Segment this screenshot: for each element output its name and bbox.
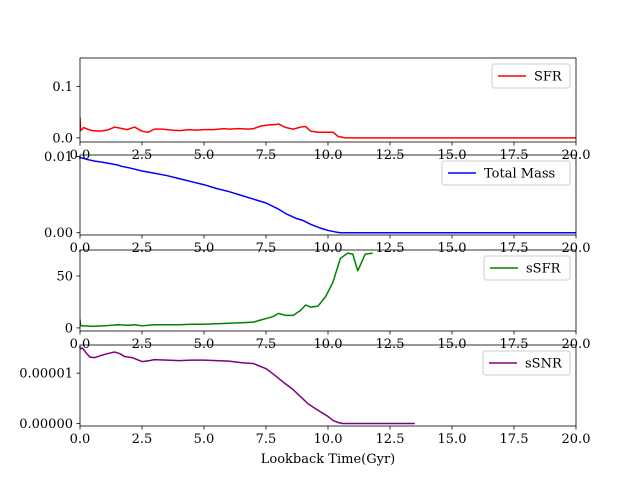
chart-panel-1: 0.0 2.5 5.0 7.5 10.0 12.5 15.0 17.5 20.00.00.1SF… — [52, 57, 590, 163]
x-tick-label: 2.5 — [132, 148, 153, 163]
y-tick-label: 0.01 — [44, 150, 73, 165]
chart-panel-3: 0.0 2.5 5.0 7.5 10.0 12.5 15.0 17.5 20.0 0 50 sSFR — [56, 249, 591, 352]
x-tick-label: 2.5 — [132, 337, 153, 352]
x-tick-label: 5.0 — [194, 337, 215, 352]
y-tick-label: 0.00001 — [19, 367, 73, 382]
series-line-sfr — [80, 117, 576, 139]
legend-box — [491, 63, 571, 89]
legend: sSFR — [483, 255, 571, 281]
x-tick-label: 12.5 — [376, 432, 405, 447]
x-tick-label: 7.5 — [256, 241, 277, 256]
x-tick-label: 15.0 — [438, 148, 467, 163]
x-tick-label: 10.0 — [314, 148, 343, 163]
legend-box — [483, 255, 571, 281]
x-tick-label: 7.5 — [256, 432, 277, 447]
x-tick-label: 17.5 — [500, 148, 529, 163]
x-tick-label: 2.5 — [132, 432, 153, 447]
x-tick-label: 10.0 — [314, 241, 343, 256]
series-line-ssnr — [80, 347, 415, 425]
x-tick-label: 12.5 — [376, 148, 405, 163]
chart-panel-4: 0.0 2.5 5.0 7.5 10.0 12.5 15.0 17.5 20.0 0.00000 0… — [19, 344, 591, 467]
series-line-total-mass — [80, 156, 576, 234]
x-tick-label: 20.0 — [562, 337, 591, 352]
x-tick-label: 17.5 — [500, 337, 529, 352]
x-tick-label: 17.5 — [500, 241, 529, 256]
x-tick-label: 2.5 — [132, 241, 153, 256]
x-tick-label: 15.0 — [438, 337, 467, 352]
chart-panel-2: 0.0 2.5 5.0 7.5 10.0 12.5 15.0 17.5 20.0 0.00 0.01… — [44, 150, 590, 256]
x-tick-label: 5.0 — [194, 432, 215, 447]
y-tick-label: 0.00 — [44, 226, 73, 241]
x-tick-label: 7.5 — [256, 337, 277, 352]
y-tick-label: 0.0 — [52, 131, 73, 146]
x-tick-label: 5.0 — [194, 241, 215, 256]
x-tick-label: 15.0 — [438, 432, 467, 447]
legend: Total Mass — [441, 160, 571, 186]
x-tick-label: 17.5 — [500, 432, 529, 447]
panels: 0.0 2.5 5.0 7.5 10.0 12.5 15.0 17.5 20.0 0.0 0.1 SF… — [19, 57, 591, 467]
x-tick-label: 7.5 — [256, 148, 277, 163]
series-line-ssfr — [80, 252, 373, 328]
x-tick-label: 5.0 — [194, 148, 215, 163]
x-tick-label: 20.0 — [562, 432, 591, 447]
legend-label: sSNR — [525, 357, 563, 372]
x-tick-label: 0.0 — [70, 241, 91, 256]
legend-box — [482, 350, 571, 376]
x-tick-label: 0.0 — [70, 432, 91, 447]
x-tick-label: 10.0 — [314, 337, 343, 352]
x-tick-label: 20.0 — [562, 241, 591, 256]
legend-box — [441, 160, 571, 186]
legend-label: SFR — [534, 70, 563, 85]
x-tick-label: 10.0 — [314, 432, 343, 447]
x-axis-label: Lookback Time(Gyr) — [261, 452, 395, 467]
y-tick-label: 0 — [65, 321, 73, 336]
x-tick-label: 12.5 — [376, 241, 405, 256]
legend-label: sSFR — [526, 262, 562, 277]
legend: sSNR — [482, 350, 571, 376]
y-tick-label: 0.00000 — [19, 417, 73, 432]
legend: SFR — [491, 63, 571, 89]
legend-label: Total Mass — [484, 167, 555, 182]
y-tick-label: 0.1 — [52, 80, 73, 95]
x-tick-label: 15.0 — [438, 241, 467, 256]
x-tick-label: 12.5 — [376, 337, 405, 352]
y-tick-label: 50 — [56, 269, 73, 284]
x-tick-label: 0.0 — [70, 337, 91, 352]
